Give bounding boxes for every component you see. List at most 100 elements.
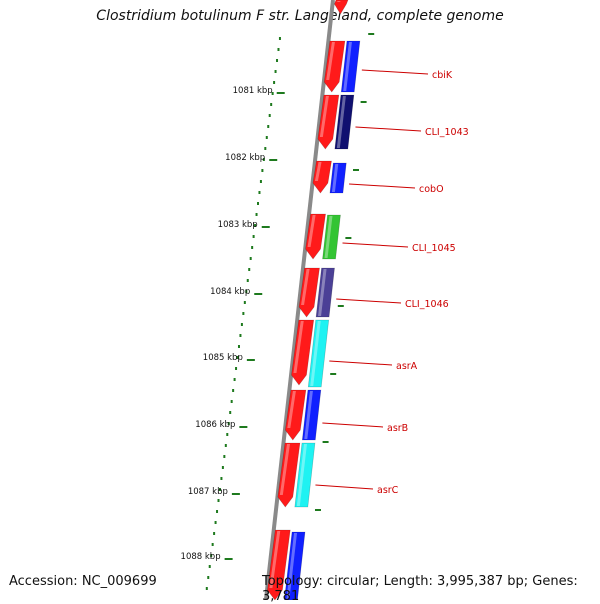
scale-dot [267,125,270,128]
scale-dot [236,356,239,359]
gene-label-leader [342,242,409,248]
gene-label-asrc[interactable]: asrC [377,485,399,496]
scale-dot [278,37,281,40]
genome-title: Clostridium botulinum F str. Langeland, … [96,8,504,24]
scale-dot [249,257,252,260]
scale-dot [276,59,279,62]
forward-cds-highlight [314,162,322,181]
scale-dot [265,136,268,139]
scale-tick-label: 1088 kbp [181,552,221,562]
scale-dot [252,235,255,238]
gene-cobo-highlight [331,164,339,192]
gene-cli_1043-highlight [336,96,346,148]
scale-dot [240,323,243,326]
scale-dot [245,290,248,293]
forward-cds-partial [334,0,349,15]
scale-dot [224,444,227,447]
scale-dot [221,466,224,469]
gene-partial-highlight [286,533,298,599]
forward-cds-highlight [279,444,290,495]
gene-cbik-highlight [343,42,352,91]
gene-label-leader [349,183,416,189]
forward-cds [291,319,315,386]
scale-dot [257,202,260,205]
scale-dot [258,191,261,194]
scale-tick-label: 1084 kbp [210,287,250,297]
scale-dot [259,180,262,183]
scale-dot [251,246,254,249]
forward-cds-partial [267,529,291,600]
gene-label-asrb[interactable]: asrB [387,423,408,434]
scale-dot [273,81,276,84]
scale-dot [208,565,211,568]
gene-label-leader [361,69,429,75]
gene-label-cli_1043[interactable]: CLI_1043 [425,127,469,138]
gene-asrc-highlight [296,444,307,506]
gene-label-cli_1046[interactable]: CLI_1046 [405,299,449,310]
gene-asrb-highlight [304,391,313,439]
gene-cli_1045 [322,214,341,260]
scale-dot [268,114,271,117]
scale-tick-label: 1083 kbp [218,220,258,230]
scale-dot [254,224,257,227]
scale-dot [220,477,223,480]
scale-dot [237,345,240,348]
gene-label-cli_1045[interactable]: CLI_1045 [412,243,456,254]
scale-dot [233,378,236,381]
forward-cds [284,389,307,441]
scale-dot [216,510,219,513]
gene-label-leader [329,360,393,366]
gene-label-cbik[interactable]: cbiK [432,70,453,81]
genome-backbone [263,0,335,600]
scale-dot [226,433,229,436]
scale-dot [243,301,246,304]
forward-cds-partial-highlight [336,1,341,2]
gene-cobo [329,162,347,194]
gene-cli_1043 [334,94,355,150]
forward-cds [317,94,340,150]
scale-ticks: 1081 kbp 1082 kbp 1083 kbp 1084 kbp 1085 kbp… [181,33,375,562]
scale-dot [223,455,226,458]
scale-dot [227,422,230,425]
backbone-line [263,0,335,600]
forward-cds [305,213,326,260]
gene-asra [307,319,330,388]
gene-cli_1046-highlight [318,269,327,316]
gene-labels: cbiK CLI_1043 cobO CLI_1045 CLI_1046 asrA asrB… [315,69,469,496]
scale-dot [239,334,242,337]
scale-tick-label: 1081 kbp [233,86,273,96]
accession-text: Accession: NC_009699 [9,574,157,589]
scale-dot [248,268,251,271]
scale-dots [205,37,281,590]
forward-cds-highlight [307,215,316,247]
gene-cli_1046 [315,267,335,318]
forward-cds-highlight [301,269,310,305]
forward-cds [312,160,332,194]
scale-dot [277,48,280,51]
scale-dot [214,521,217,524]
scale-dot [246,279,249,282]
scale-dot [217,499,220,502]
forward-cds [323,40,346,93]
scale-dot [230,400,233,403]
scale-dot [235,367,238,370]
gene-label-leader [322,422,384,428]
forward-cds-highlight [287,391,296,428]
scale-dot [271,92,274,95]
gene-label-cobo[interactable]: cobO [419,184,444,195]
gene-partial [284,531,306,600]
scale-dot [211,543,214,546]
scale-tick-label: 1087 kbp [188,487,228,497]
scale-dot [213,532,216,535]
scale-tick-label: 1085 kbp [203,353,243,363]
gene-asrc [294,442,316,508]
gene-label-asra[interactable]: asrA [396,361,418,372]
gene-label-leader [315,484,374,490]
scale-dot [262,158,265,161]
forward-cds [277,442,301,508]
scale-dot [210,554,213,557]
scale-dot [242,312,245,315]
scale-tick-label: 1086 kbp [195,420,235,430]
scale-dot [270,103,273,106]
